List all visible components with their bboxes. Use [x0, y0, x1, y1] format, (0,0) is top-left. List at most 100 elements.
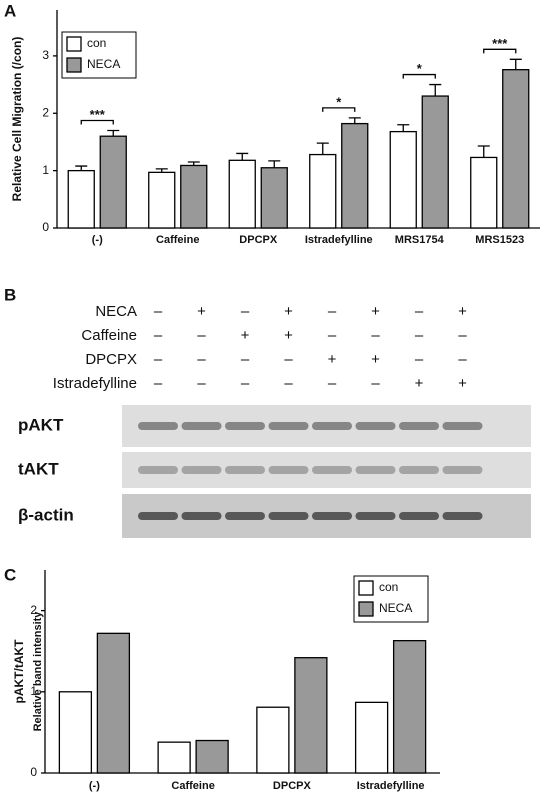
treatment-sign: –	[415, 327, 424, 344]
blot-band	[442, 512, 483, 520]
bar	[341, 122, 369, 229]
bar	[58, 691, 93, 774]
x-tick-label: DPCPX	[273, 780, 312, 792]
legend-swatch	[358, 580, 374, 596]
treatment-sign: –	[458, 351, 467, 368]
treatment-sign: +	[241, 327, 250, 344]
significance-label: ***	[492, 36, 508, 51]
treatment-sign: –	[154, 303, 163, 320]
legend-swatch	[358, 601, 374, 617]
bar	[180, 164, 208, 229]
bar	[157, 741, 191, 774]
x-tick-label: (-)	[92, 234, 103, 246]
treatment-sign: +	[284, 327, 293, 344]
blot-band	[268, 512, 309, 520]
treatment-sign: –	[154, 375, 163, 392]
legend-swatch	[66, 36, 82, 52]
y-tick-label: 0	[42, 220, 49, 234]
blot-band	[442, 466, 483, 474]
bar	[256, 706, 290, 774]
treatment-label: Istradefylline	[53, 375, 137, 392]
error-bar	[316, 142, 329, 155]
blot-band	[225, 512, 265, 520]
bar	[148, 171, 176, 229]
error-bar	[348, 117, 361, 124]
blot-band	[355, 466, 396, 474]
treatment-sign: –	[241, 375, 250, 392]
treatment-sign: +	[371, 303, 380, 320]
band-label: β-actin	[18, 505, 74, 524]
y-tick-label: 0	[30, 765, 37, 779]
bar	[195, 739, 229, 774]
bar	[260, 167, 288, 229]
treatment-sign: –	[284, 375, 293, 392]
x-tick-label: Istradefylline	[357, 780, 425, 792]
treatment-sign: –	[154, 351, 163, 368]
legend-label: NECA	[379, 601, 412, 615]
blot-band	[225, 422, 265, 430]
significance-bracket	[322, 107, 356, 112]
significance-bracket	[402, 73, 436, 79]
bar	[67, 169, 95, 229]
x-tick-label: MRS1754	[395, 234, 445, 246]
bar	[421, 95, 449, 229]
y-axis-label: Relative band intensity	[32, 611, 44, 732]
blot-band	[312, 422, 352, 430]
treatment-sign: –	[415, 303, 424, 320]
bar	[392, 639, 427, 774]
legend-swatch	[66, 57, 82, 73]
treatment-sign: –	[197, 375, 206, 392]
error-bar	[509, 58, 522, 70]
panel-label: B	[4, 285, 16, 304]
treatment-sign: –	[197, 327, 206, 344]
error-bar	[187, 161, 200, 166]
treatment-sign: +	[284, 303, 293, 320]
y-tick-label: 1	[30, 684, 37, 698]
treatment-sign: –	[328, 303, 337, 320]
treatment-sign: –	[241, 351, 250, 368]
bar	[294, 657, 328, 774]
treatment-sign: +	[415, 375, 424, 392]
x-tick-label: Caffeine	[156, 234, 199, 246]
treatment-sign: –	[197, 351, 206, 368]
blot-band	[312, 466, 352, 474]
panel-label: C	[4, 565, 16, 584]
blot-band	[355, 512, 396, 520]
blot-band	[138, 466, 178, 474]
significance-label: ***	[90, 107, 106, 122]
treatment-sign: +	[458, 375, 467, 392]
y-axis-label: Relative Cell Migration (/con)	[10, 37, 24, 202]
error-bar	[75, 165, 88, 171]
blot-band	[138, 422, 178, 430]
x-tick-label: (-)	[89, 780, 100, 792]
error-bar	[236, 152, 249, 161]
blot-band	[138, 512, 178, 520]
bar	[502, 69, 530, 229]
treatment-sign: –	[154, 327, 163, 344]
treatment-sign: +	[458, 303, 467, 320]
blot-band	[268, 422, 309, 430]
x-tick-label: MRS1523	[475, 234, 524, 246]
legend-label: con	[379, 580, 398, 594]
treatment-sign: –	[241, 303, 250, 320]
treatment-sign: –	[328, 327, 337, 344]
y-axis-label: pAKT/tAKT	[12, 639, 26, 704]
blot-band	[399, 422, 439, 430]
bar	[309, 153, 337, 229]
bar	[228, 159, 256, 229]
bar	[389, 130, 417, 229]
significance-label: *	[336, 94, 342, 109]
blot-band	[442, 422, 483, 430]
y-tick-label: 1	[42, 163, 49, 177]
treatment-label: Caffeine	[81, 327, 137, 344]
blot-band	[181, 512, 222, 520]
blot-band	[312, 512, 352, 520]
treatment-sign: –	[415, 351, 424, 368]
band-label: tAKT	[18, 459, 59, 478]
blot-band	[225, 466, 265, 474]
blot-band	[181, 422, 222, 430]
treatment-label: NECA	[95, 303, 137, 320]
treatment-sign: –	[284, 351, 293, 368]
blot-band	[181, 466, 222, 474]
